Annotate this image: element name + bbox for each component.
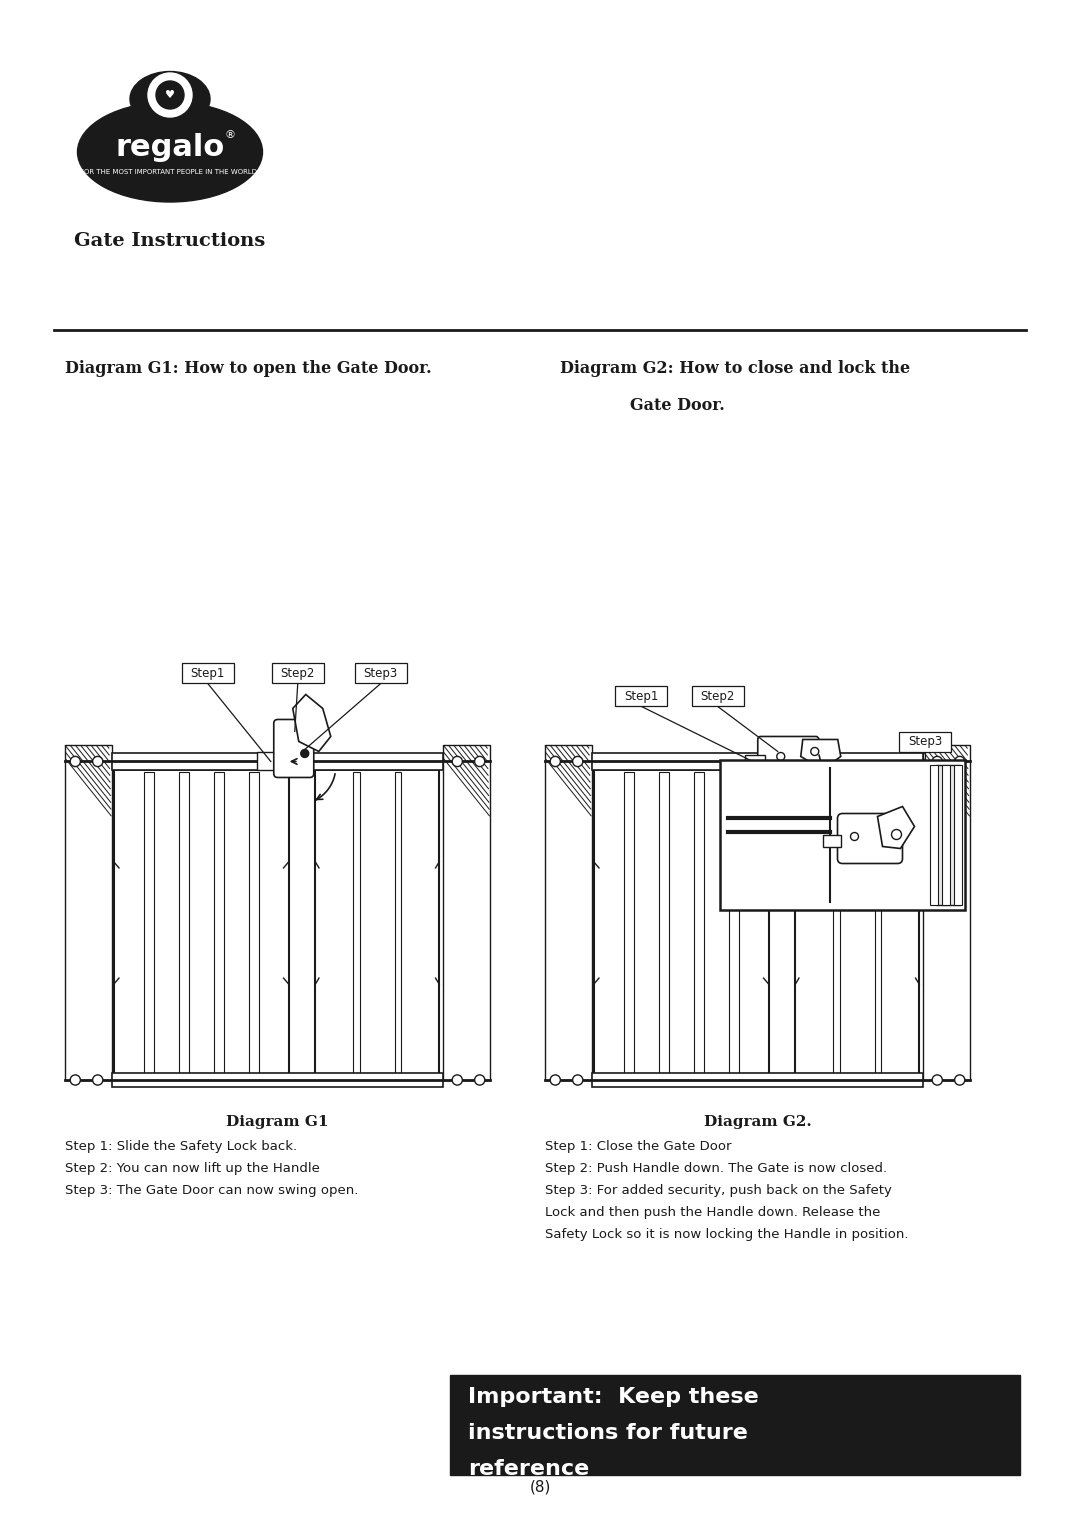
Text: Diagram G1: Diagram G1 — [226, 1115, 328, 1128]
Circle shape — [93, 756, 103, 767]
Bar — [624, 773, 634, 1073]
Text: Step2: Step2 — [701, 690, 734, 702]
Circle shape — [572, 756, 583, 767]
Text: Step 1: Close the Gate Door: Step 1: Close the Gate Door — [545, 1141, 731, 1153]
Bar — [592, 753, 923, 770]
Ellipse shape — [130, 72, 210, 127]
Bar — [899, 731, 951, 751]
Bar — [659, 773, 669, 1073]
Text: ®: ® — [225, 130, 235, 140]
Text: Diagram G1: How to open the Gate Door.: Diagram G1: How to open the Gate Door. — [65, 360, 432, 377]
Bar — [745, 756, 765, 770]
FancyBboxPatch shape — [837, 814, 903, 863]
Circle shape — [93, 1075, 103, 1086]
Bar — [353, 773, 360, 1073]
Bar — [450, 1374, 1020, 1475]
Circle shape — [148, 73, 192, 118]
Bar — [354, 663, 407, 684]
Text: (8): (8) — [529, 1480, 551, 1495]
Text: ♥: ♥ — [165, 90, 175, 99]
FancyBboxPatch shape — [273, 719, 314, 777]
Bar — [930, 765, 939, 904]
Polygon shape — [293, 695, 330, 751]
Text: Step 2: Push Handle down. The Gate is now closed.: Step 2: Push Handle down. The Gate is no… — [545, 1162, 887, 1174]
Bar — [111, 1073, 443, 1087]
Text: Step1: Step1 — [190, 667, 225, 680]
Text: regalo: regalo — [116, 133, 225, 162]
Circle shape — [474, 1075, 485, 1086]
Bar — [257, 753, 285, 771]
Bar — [942, 765, 950, 904]
Text: Gate Instructions: Gate Instructions — [75, 232, 266, 250]
Text: Diagram G2: How to close and lock the: Diagram G2: How to close and lock the — [561, 360, 910, 377]
Bar — [875, 773, 881, 1073]
Text: Step 3: For added security, push back on the Safety: Step 3: For added security, push back on… — [545, 1183, 892, 1197]
Polygon shape — [800, 739, 840, 770]
Text: Step3: Step3 — [364, 667, 397, 680]
FancyBboxPatch shape — [758, 736, 819, 774]
Circle shape — [891, 829, 902, 840]
Text: instructions for future: instructions for future — [468, 1423, 747, 1443]
Bar — [823, 834, 840, 846]
Bar — [394, 773, 402, 1073]
Text: Important:  Keep these: Important: Keep these — [468, 1387, 759, 1406]
Text: Step 3: The Gate Door can now swing open.: Step 3: The Gate Door can now swing open… — [65, 1183, 359, 1197]
Circle shape — [932, 756, 943, 767]
Circle shape — [453, 756, 462, 767]
Bar — [720, 759, 966, 910]
Circle shape — [955, 756, 964, 767]
Bar — [65, 745, 111, 1080]
Text: Step2: Step2 — [281, 667, 315, 680]
Bar — [729, 773, 739, 1073]
Circle shape — [932, 1075, 943, 1086]
Bar — [616, 687, 667, 707]
Bar — [545, 745, 592, 1080]
Bar — [833, 773, 840, 1073]
Bar — [691, 687, 744, 707]
Text: Step 1: Slide the Safety Lock back.: Step 1: Slide the Safety Lock back. — [65, 1141, 297, 1153]
Bar — [214, 773, 224, 1073]
Ellipse shape — [78, 102, 262, 202]
Polygon shape — [877, 806, 915, 849]
Text: Step 2: You can now lift up the Handle: Step 2: You can now lift up the Handle — [65, 1162, 320, 1174]
Bar — [144, 773, 153, 1073]
Text: Step3: Step3 — [908, 734, 942, 748]
Circle shape — [851, 832, 859, 840]
Bar — [179, 773, 189, 1073]
Circle shape — [70, 756, 80, 767]
Bar — [249, 773, 258, 1073]
Circle shape — [550, 1075, 561, 1086]
Circle shape — [811, 748, 819, 756]
Text: Step1: Step1 — [624, 690, 659, 702]
Bar — [592, 1073, 923, 1087]
Text: Safety Lock so it is now locking the Handle in position.: Safety Lock so it is now locking the Han… — [545, 1228, 908, 1241]
Text: Gate Door.: Gate Door. — [630, 397, 725, 414]
Bar — [111, 753, 443, 770]
Circle shape — [453, 1075, 462, 1086]
Bar — [954, 765, 962, 904]
Circle shape — [70, 1075, 80, 1086]
Text: Lock and then push the Handle down. Release the: Lock and then push the Handle down. Rele… — [545, 1206, 880, 1219]
Circle shape — [300, 750, 309, 757]
Bar — [923, 745, 970, 1080]
Circle shape — [572, 1075, 583, 1086]
Bar — [272, 663, 324, 684]
Bar — [935, 765, 960, 904]
Circle shape — [156, 81, 184, 108]
Bar — [443, 745, 490, 1080]
Circle shape — [777, 753, 785, 760]
Text: reference: reference — [468, 1458, 590, 1480]
Bar — [181, 663, 233, 684]
Circle shape — [955, 1075, 964, 1086]
Text: FOR THE MOST IMPORTANT PEOPLE IN THE WORLD.: FOR THE MOST IMPORTANT PEOPLE IN THE WOR… — [80, 169, 259, 176]
Circle shape — [474, 756, 485, 767]
Circle shape — [550, 756, 561, 767]
Text: Diagram G2.: Diagram G2. — [704, 1115, 811, 1128]
Bar — [694, 773, 703, 1073]
